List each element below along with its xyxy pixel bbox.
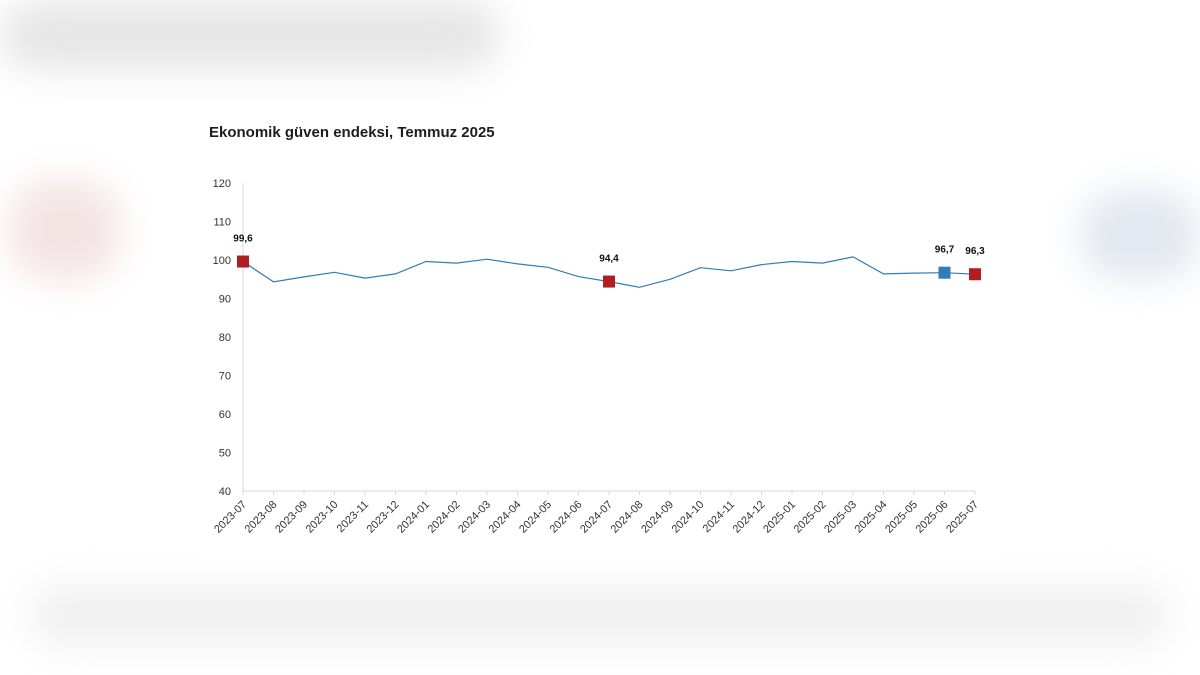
y-tick-label: 50 [219,448,231,460]
x-tick-label: 2025-02 [792,499,829,536]
blurred-background-right [1080,190,1200,280]
x-tick-label: 2024-08 [609,499,646,536]
x-tick-label: 2024-03 [456,499,493,536]
data-label: 96,7 [935,245,955,256]
x-tick-label: 2024-09 [639,499,676,536]
x-tick-label: 2023-09 [273,499,310,536]
blurred-background-bottom [30,585,1170,645]
y-tick-label: 110 [213,217,231,229]
x-tick-label: 2024-10 [670,499,707,536]
x-tick-label: 2024-06 [548,499,585,536]
data-label: 96,3 [965,246,985,257]
x-tick-label: 2023-07 [212,499,249,536]
highlight-marker [969,268,981,281]
x-tick-label: 2025-05 [883,499,920,536]
x-tick-label: 2025-04 [853,499,890,536]
highlight-marker [938,266,951,279]
data-label: 99,6 [233,234,253,245]
y-tick-label: 40 [219,486,231,498]
x-tick-label: 2024-02 [426,499,463,536]
y-tick-label: 60 [219,409,231,421]
x-tick-label: 2024-12 [731,499,768,536]
data-label: 94,4 [599,254,619,265]
y-tick-label: 90 [219,294,231,306]
x-tick-label: 2024-05 [517,499,554,536]
x-tick-label: 2023-08 [243,499,280,536]
chart-title: Ekonomik güven endeksi, Temmuz 2025 [209,124,495,141]
y-tick-label: 80 [219,332,231,344]
x-tick-label: 2025-01 [761,499,798,536]
x-tick-label: 2024-01 [395,499,432,536]
x-tick-label: 2025-03 [822,499,859,536]
x-tick-label: 2025-06 [914,499,951,536]
blurred-background-left [10,180,120,280]
x-tick-label: 2023-10 [304,499,341,536]
y-tick-label: 100 [213,255,231,267]
highlight-marker [603,275,615,288]
x-tick-label: 2024-04 [487,499,524,536]
x-tick-label: 2023-12 [365,499,402,536]
highlight-marker [237,255,249,268]
blurred-background-top [0,0,500,70]
x-tick-label: 2025-07 [944,499,981,536]
x-tick-label: 2024-07 [578,499,615,536]
y-tick-label: 70 [219,371,231,383]
chart-card [195,100,1005,560]
y-tick-label: 120 [213,178,231,190]
